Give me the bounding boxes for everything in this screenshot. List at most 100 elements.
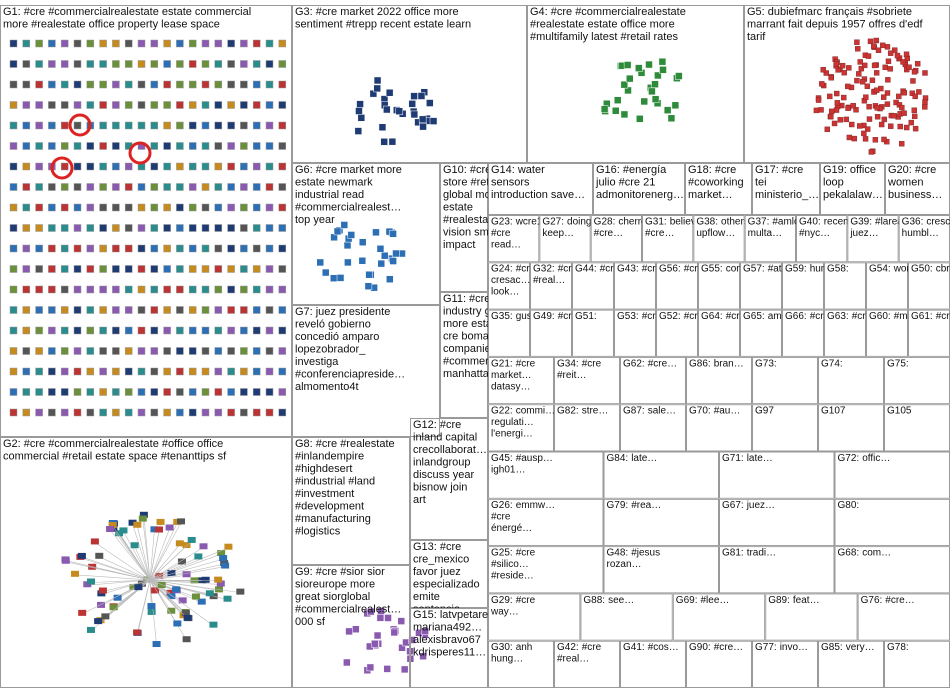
group-label: G45:: [491, 453, 513, 464]
node: [844, 117, 849, 122]
group-keyword-line: late…: [631, 453, 657, 464]
node: [74, 327, 81, 334]
group-label: G54:: [869, 264, 891, 275]
node: [266, 245, 273, 252]
node: [915, 61, 920, 66]
node: [827, 94, 832, 99]
node: [74, 348, 81, 355]
node: [100, 307, 107, 314]
node: [202, 327, 209, 334]
node: [100, 409, 107, 416]
group-label: G40:: [799, 216, 821, 227]
group-label: G71:: [722, 453, 744, 464]
node: [279, 348, 286, 355]
node: [23, 327, 30, 334]
node: [23, 389, 30, 396]
node: [240, 102, 247, 109]
node: [266, 40, 273, 47]
node: [842, 70, 847, 75]
group-keyword-line: cresac…: [491, 275, 530, 286]
group-keyword-line: feat…: [793, 595, 820, 606]
group-keyword-line: #investment: [295, 488, 354, 500]
group-keyword-line: concedió amparo: [295, 331, 379, 343]
group-keyword-line: #manufacturing: [295, 513, 371, 525]
node: [913, 126, 918, 131]
node: [660, 66, 667, 73]
node: [355, 108, 362, 115]
group-keyword-line: upflow…: [696, 228, 735, 239]
node: [48, 389, 55, 396]
node: [74, 102, 81, 109]
node: [36, 143, 43, 150]
node: [36, 225, 43, 232]
node: [240, 409, 247, 416]
node: [344, 242, 351, 249]
node: [253, 81, 260, 88]
node: [100, 122, 107, 129]
node: [253, 266, 260, 273]
group-label: G23:: [491, 216, 513, 227]
node: [164, 368, 171, 375]
group-keyword-line: #cre #commercialrealestate estate commer…: [24, 6, 251, 18]
node: [202, 102, 209, 109]
node: [10, 61, 17, 68]
node: [240, 286, 247, 293]
node: [138, 61, 145, 68]
group-label: G13:: [413, 541, 437, 553]
node: [383, 106, 390, 113]
node: [176, 184, 183, 191]
group-keyword-line: #nyc…: [799, 228, 830, 239]
node: [112, 266, 119, 273]
node: [134, 584, 142, 590]
group-keyword-line: anh: [516, 642, 533, 653]
group-keyword-line: #cre #sior sior: [316, 566, 385, 578]
group-label: G82:: [557, 406, 579, 417]
group-label: G58:: [827, 264, 849, 275]
node: [112, 368, 119, 375]
node: [253, 368, 260, 375]
node: [266, 286, 273, 293]
node: [100, 204, 107, 211]
node: [176, 61, 183, 68]
node: [189, 327, 196, 334]
node: [100, 245, 107, 252]
node: [10, 348, 17, 355]
node: [36, 409, 43, 416]
node: [922, 100, 927, 105]
group-keyword-line: water: [517, 164, 545, 176]
node: [151, 163, 158, 170]
node: [279, 368, 286, 375]
node: [48, 184, 55, 191]
node: [832, 121, 837, 126]
node: [899, 141, 904, 146]
node: [279, 245, 286, 252]
group-keyword-line: others: [721, 216, 749, 227]
node: [189, 286, 196, 293]
group-keyword-line: introduction save…: [491, 189, 585, 201]
node: [36, 286, 43, 293]
node: [228, 163, 235, 170]
node: [95, 553, 103, 559]
node: [215, 266, 222, 273]
group-keyword-line: stre…: [582, 406, 609, 417]
node: [74, 409, 81, 416]
node: [87, 204, 94, 211]
node: [189, 102, 196, 109]
node: [167, 593, 175, 599]
node: [189, 204, 196, 211]
node: [253, 348, 260, 355]
group-keyword-line: sale…: [648, 406, 676, 417]
node: [164, 81, 171, 88]
node: [112, 204, 119, 211]
node: [74, 81, 81, 88]
node: [87, 102, 94, 109]
node: [279, 409, 286, 416]
group-keyword-line: juez…: [849, 228, 878, 239]
group-label: G34:: [557, 358, 579, 369]
node: [279, 286, 286, 293]
node: [330, 275, 337, 282]
node: [61, 163, 68, 170]
node: [202, 184, 209, 191]
group-keyword-line: lopezobrador_: [295, 344, 366, 356]
node: [228, 245, 235, 252]
